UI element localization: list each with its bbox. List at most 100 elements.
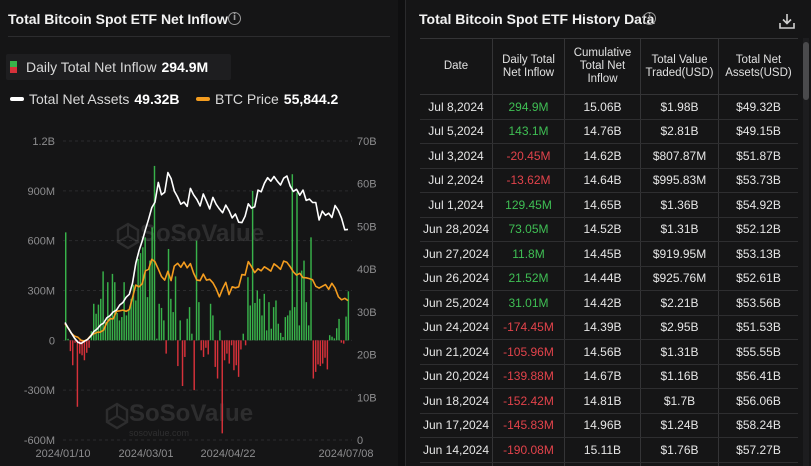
- table-row[interactable]: Jun 20,2024 -139.88M 14.67B $1.16B $56.41B: [420, 364, 798, 389]
- legend-assets[interactable]: Total Net Assets 49.32B: [10, 91, 180, 107]
- inflow-bar[interactable]: [293, 307, 296, 341]
- inflow-bar[interactable]: [188, 307, 191, 341]
- inflow-bar[interactable]: [284, 317, 287, 341]
- inflow-bar[interactable]: [214, 340, 216, 367]
- inflow-bar[interactable]: [165, 340, 167, 354]
- inflow-bar[interactable]: [116, 312, 118, 341]
- inflow-bar[interactable]: [88, 340, 90, 348]
- inflow-bar[interactable]: [100, 298, 102, 341]
- col-header-cumulative[interactable]: Cumulative Total Net Inflow: [564, 39, 640, 94]
- inflow-bar[interactable]: [219, 330, 221, 341]
- inflow-bar[interactable]: [146, 297, 149, 341]
- inflow-bar[interactable]: [181, 340, 184, 387]
- inflow-bar[interactable]: [205, 340, 207, 348]
- inflow-bar[interactable]: [230, 340, 233, 346]
- table-row[interactable]: Jun 28,2024 73.05M 14.52B $1.31B $52.12B: [420, 217, 798, 242]
- inflow-bar[interactable]: [209, 303, 212, 341]
- table-row[interactable]: Jul 5,2024 143.1M 14.76B $2.81B $49.15B: [420, 119, 798, 144]
- inflow-bar[interactable]: [179, 320, 181, 341]
- inflow-bar[interactable]: [76, 340, 79, 407]
- inflow-bar[interactable]: [275, 300, 277, 341]
- legend-btc[interactable]: BTC Price 55,844.2: [196, 91, 338, 107]
- inflow-bar[interactable]: [235, 340, 237, 366]
- inflow-bar[interactable]: [121, 317, 123, 341]
- inflow-bar[interactable]: [212, 315, 214, 341]
- inflow-bar[interactable]: [221, 340, 223, 434]
- table-row[interactable]: Jun 26,2024 21.52M 14.44B $925.76M $52.61B: [420, 266, 798, 291]
- inflow-bar[interactable]: [97, 304, 100, 341]
- total-net-assets-line[interactable]: [64, 171, 349, 345]
- inflow-bar[interactable]: [139, 253, 142, 341]
- inflow-bar[interactable]: [256, 290, 259, 341]
- inflow-bar[interactable]: [195, 240, 198, 341]
- table-row[interactable]: Jul 2,2024 -13.62M 14.64B $995.83M $53.73B: [420, 168, 798, 193]
- table-scrollbar[interactable]: [803, 38, 809, 466]
- inflow-bar[interactable]: [132, 284, 135, 341]
- inflow-bar[interactable]: [333, 338, 336, 341]
- inflow-bar[interactable]: [233, 340, 235, 371]
- inflow-bar[interactable]: [186, 318, 188, 341]
- inflow-bar[interactable]: [170, 298, 172, 341]
- col-header-assets[interactable]: Total Net Assets(USD): [718, 39, 798, 94]
- inflow-bar[interactable]: [65, 232, 67, 341]
- inflow-bar[interactable]: [200, 340, 202, 351]
- inflow-bar[interactable]: [265, 330, 268, 341]
- inflow-bar[interactable]: [226, 340, 228, 354]
- inflow-bar[interactable]: [286, 315, 289, 341]
- table-row[interactable]: Jul 8,2024 294.9M 15.06B $1.98B $49.32B: [420, 95, 798, 120]
- inflow-bar[interactable]: [142, 247, 144, 341]
- inflow-bar[interactable]: [237, 340, 240, 377]
- inflow-bar[interactable]: [74, 340, 76, 343]
- inflow-bar[interactable]: [184, 340, 186, 357]
- inflow-bar[interactable]: [254, 302, 256, 341]
- col-header-inflow[interactable]: Daily Total Net Inflow: [492, 39, 564, 94]
- inflow-bar[interactable]: [319, 340, 322, 367]
- inflow-bar[interactable]: [307, 325, 310, 341]
- inflow-bar[interactable]: [137, 258, 139, 341]
- btc-price-line[interactable]: [64, 258, 349, 342]
- inflow-bar[interactable]: [191, 333, 193, 341]
- inflow-bar[interactable]: [174, 276, 177, 341]
- inflow-bar[interactable]: [83, 340, 86, 361]
- inflow-bar[interactable]: [72, 340, 74, 366]
- table-row[interactable]: Jul 3,2024 -20.45M 14.62B $807.87M $51.87B: [420, 144, 798, 169]
- inflow-bar[interactable]: [298, 325, 301, 341]
- table-row[interactable]: Jun 25,2024 31.01M 14.42B $2.21B $53.56B: [420, 291, 798, 316]
- inflow-bar[interactable]: [151, 227, 153, 341]
- inflow-bar[interactable]: [321, 340, 324, 364]
- inflow-bar[interactable]: [104, 322, 107, 341]
- table-row[interactable]: Jun 21,2024 -105.96M 14.56B $1.31B $55.55B: [420, 340, 798, 365]
- inflow-bar[interactable]: [223, 340, 226, 361]
- inflow-bar[interactable]: [107, 282, 109, 341]
- inflow-bar[interactable]: [95, 313, 97, 341]
- inflow-bar[interactable]: [160, 307, 163, 341]
- inflow-bar[interactable]: [258, 298, 261, 341]
- inflow-bar[interactable]: [244, 340, 247, 346]
- inflow-bar[interactable]: [111, 273, 114, 341]
- inflow-bar[interactable]: [310, 237, 312, 341]
- download-icon[interactable]: [778, 12, 796, 30]
- col-header-date[interactable]: Date: [443, 60, 469, 72]
- inflow-bar[interactable]: [228, 340, 230, 364]
- legend-inflow[interactable]: Daily Total Net Inflow 294.9M: [10, 59, 208, 75]
- inflow-bar[interactable]: [149, 260, 151, 341]
- inflow-bar[interactable]: [342, 340, 345, 344]
- inflow-bar[interactable]: [345, 316, 347, 341]
- inflow-bar[interactable]: [125, 315, 128, 341]
- inflow-bar[interactable]: [109, 317, 111, 341]
- table-row[interactable]: Jun 14,2024 -190.08M 15.11B $1.76B $57.27B: [420, 438, 798, 463]
- col-header-traded[interactable]: Total Value Traded(USD): [640, 39, 718, 94]
- inflow-bar[interactable]: [331, 336, 333, 341]
- inflow-bar[interactable]: [340, 340, 343, 343]
- inflow-bar[interactable]: [305, 302, 308, 341]
- inflow-bar[interactable]: [102, 271, 104, 341]
- inflow-bar[interactable]: [216, 340, 219, 379]
- inflow-bar[interactable]: [249, 305, 251, 341]
- info-icon[interactable]: i: [228, 12, 241, 25]
- inflow-bar[interactable]: [69, 340, 72, 352]
- inflow-bar[interactable]: [67, 338, 69, 341]
- inflow-bar[interactable]: [193, 340, 195, 391]
- inflow-bar[interactable]: [158, 303, 160, 341]
- inflow-bar[interactable]: [328, 335, 331, 341]
- inflow-bar[interactable]: [135, 300, 137, 341]
